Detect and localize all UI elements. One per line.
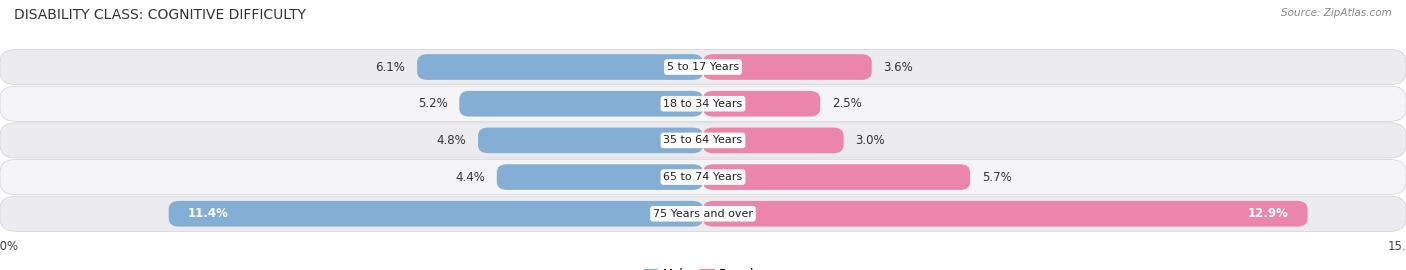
Text: 4.4%: 4.4% <box>456 171 485 184</box>
Text: 65 to 74 Years: 65 to 74 Years <box>664 172 742 182</box>
FancyBboxPatch shape <box>496 164 703 190</box>
Text: 12.9%: 12.9% <box>1249 207 1289 220</box>
FancyBboxPatch shape <box>703 127 844 153</box>
FancyBboxPatch shape <box>460 91 703 117</box>
FancyBboxPatch shape <box>478 127 703 153</box>
FancyBboxPatch shape <box>703 164 970 190</box>
FancyBboxPatch shape <box>169 201 703 227</box>
Text: 4.8%: 4.8% <box>437 134 467 147</box>
FancyBboxPatch shape <box>703 54 872 80</box>
Text: 3.6%: 3.6% <box>883 60 912 73</box>
Text: 75 Years and over: 75 Years and over <box>652 209 754 219</box>
Legend: Male, Female: Male, Female <box>640 264 766 270</box>
Text: 3.0%: 3.0% <box>855 134 884 147</box>
Text: Source: ZipAtlas.com: Source: ZipAtlas.com <box>1281 8 1392 18</box>
Text: 2.5%: 2.5% <box>832 97 862 110</box>
Text: 35 to 64 Years: 35 to 64 Years <box>664 135 742 146</box>
FancyBboxPatch shape <box>0 160 1406 195</box>
Text: 5.7%: 5.7% <box>981 171 1011 184</box>
Text: 6.1%: 6.1% <box>375 60 405 73</box>
Text: 5.2%: 5.2% <box>418 97 447 110</box>
FancyBboxPatch shape <box>703 201 1308 227</box>
FancyBboxPatch shape <box>703 91 820 117</box>
FancyBboxPatch shape <box>0 86 1406 121</box>
Text: DISABILITY CLASS: COGNITIVE DIFFICULTY: DISABILITY CLASS: COGNITIVE DIFFICULTY <box>14 8 307 22</box>
FancyBboxPatch shape <box>0 49 1406 85</box>
FancyBboxPatch shape <box>0 196 1406 231</box>
FancyBboxPatch shape <box>418 54 703 80</box>
FancyBboxPatch shape <box>0 123 1406 158</box>
Text: 11.4%: 11.4% <box>187 207 228 220</box>
Text: 5 to 17 Years: 5 to 17 Years <box>666 62 740 72</box>
Text: 18 to 34 Years: 18 to 34 Years <box>664 99 742 109</box>
